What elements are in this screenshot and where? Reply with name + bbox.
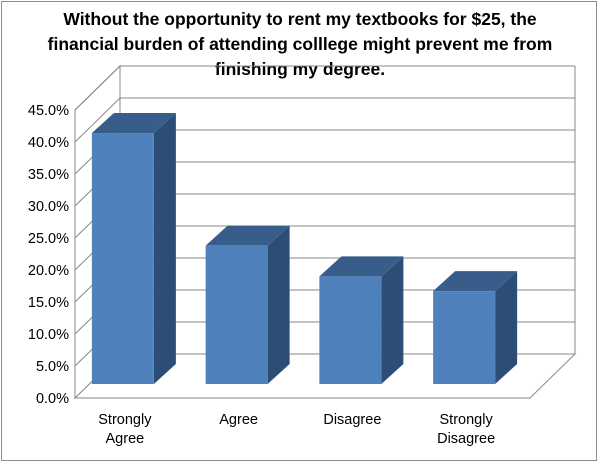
x-category-label: Strongly bbox=[98, 412, 152, 428]
bar-top bbox=[205, 225, 290, 246]
y-tick-label: 25.0% bbox=[28, 231, 69, 247]
y-tick-label: 45.0% bbox=[28, 103, 69, 119]
bar-side bbox=[153, 113, 176, 384]
chart-title-line: finishing my degree. bbox=[214, 59, 386, 79]
y-tick-label: 10.0% bbox=[28, 327, 69, 343]
chart-title-line: Without the opportunity to rent my textb… bbox=[63, 9, 537, 29]
bar-side bbox=[495, 271, 518, 384]
y-tick-label: 30.0% bbox=[28, 199, 69, 215]
y-tick-label: 15.0% bbox=[28, 295, 69, 311]
y-axis-ticks: 0.0% 5.0% 10.0% 15.0% 20.0% 25.0% 30.0% 35.0% 40… bbox=[28, 103, 69, 407]
chart-title: Without the opportunity to rent my textb… bbox=[40, 7, 560, 82]
bar bbox=[319, 256, 404, 384]
x-category-label: Disagree bbox=[437, 431, 495, 447]
bar-front bbox=[319, 276, 382, 384]
gridline bbox=[74, 97, 575, 143]
bar bbox=[205, 225, 290, 384]
bar-side bbox=[381, 256, 404, 384]
bar-front bbox=[91, 133, 154, 384]
y-tick-label: 5.0% bbox=[36, 359, 69, 375]
bar-front bbox=[205, 245, 268, 384]
y-tick-label: 20.0% bbox=[28, 263, 69, 279]
gridline bbox=[74, 65, 575, 111]
x-category-label: Disagree bbox=[323, 412, 381, 428]
x-category-label: Agree bbox=[219, 412, 258, 428]
bar bbox=[91, 113, 176, 384]
bar-top bbox=[433, 271, 518, 292]
bar-front bbox=[433, 291, 496, 384]
x-axis-categories: Strongly Agree Agree Disagree Strongly Disagr… bbox=[98, 412, 495, 447]
bar bbox=[433, 271, 518, 384]
x-category-label: Agree bbox=[106, 431, 145, 447]
x-category-label: Strongly bbox=[440, 412, 494, 428]
chart-title-line: financial burden of attending colllege m… bbox=[47, 34, 553, 54]
bar-side bbox=[267, 225, 290, 384]
bar-top bbox=[91, 113, 176, 134]
y-tick-label: 35.0% bbox=[28, 167, 69, 183]
y-tick-label: 0.0% bbox=[36, 391, 69, 407]
bar-top bbox=[319, 256, 404, 277]
y-tick-label: 40.0% bbox=[28, 135, 69, 151]
bars bbox=[91, 113, 518, 384]
